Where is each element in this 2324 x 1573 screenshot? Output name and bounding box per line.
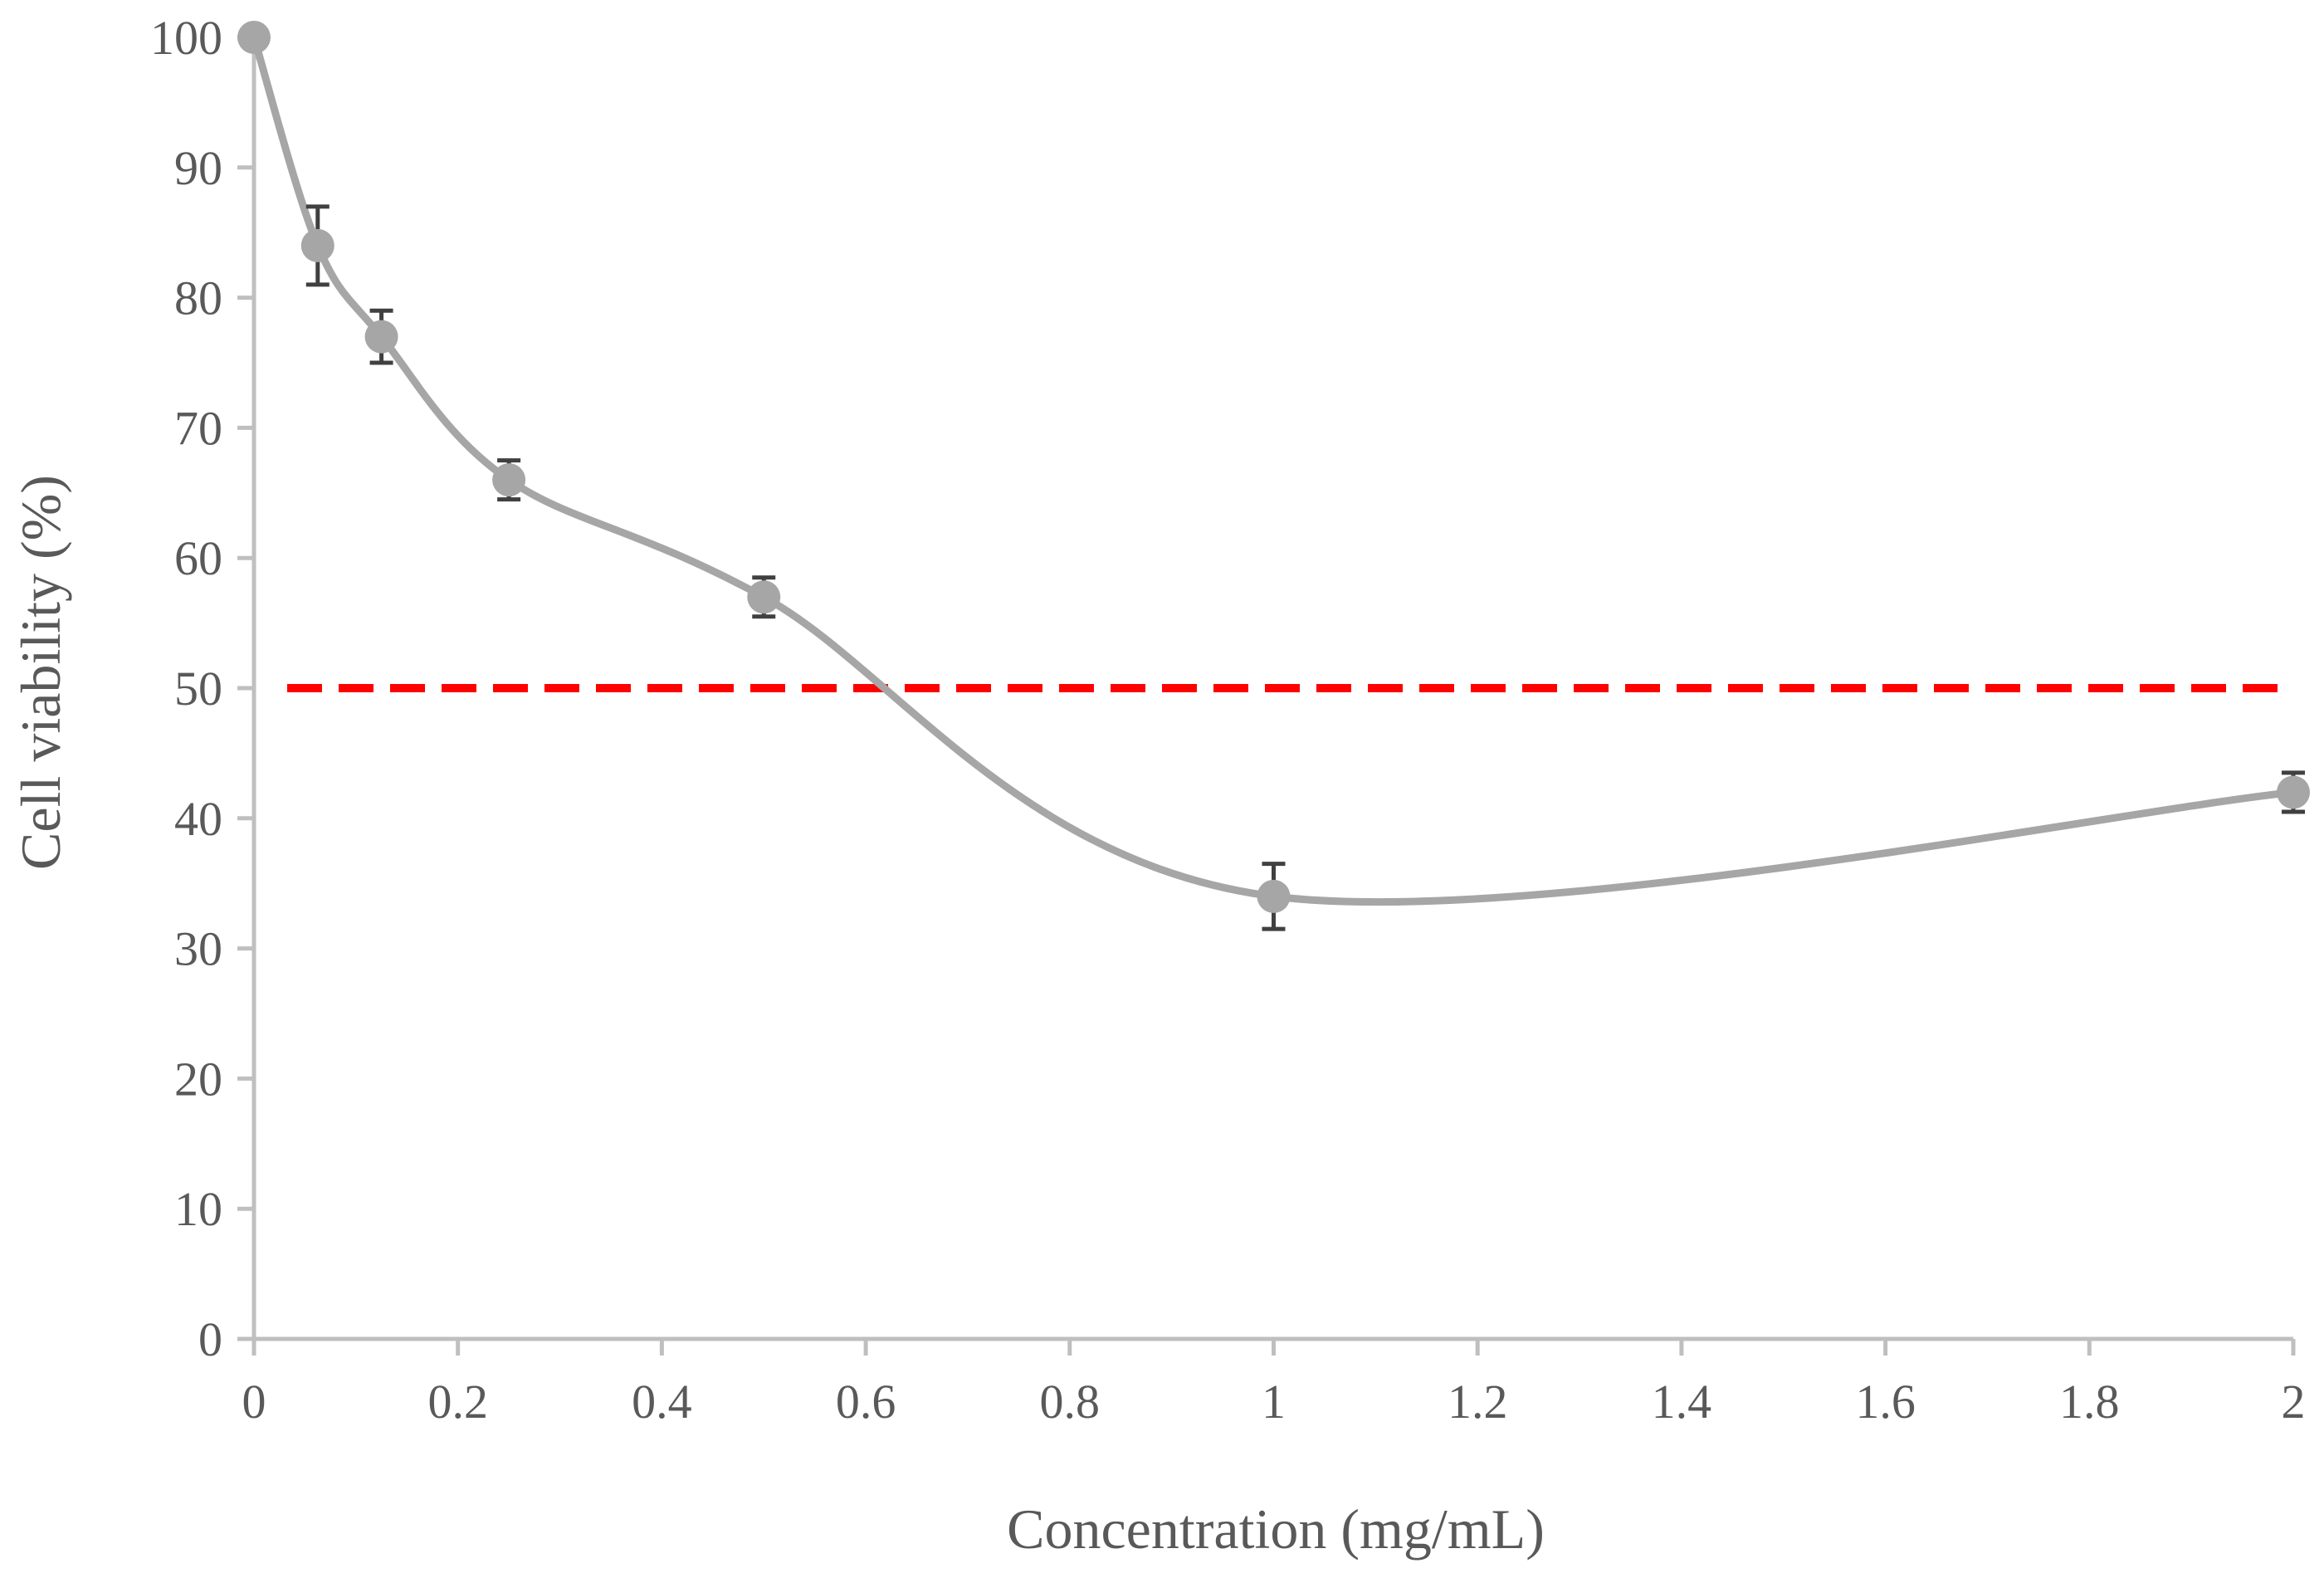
data-point: [364, 320, 398, 354]
y-tick-label: 60: [174, 531, 222, 585]
x-tick-label: 0.2: [427, 1375, 488, 1429]
x-tick-label: 1.8: [2059, 1375, 2120, 1429]
y-tick-label: 80: [174, 271, 222, 325]
y-tick-label: 10: [174, 1182, 222, 1236]
y-tick-label: 30: [174, 922, 222, 976]
x-tick-label: 1.6: [1855, 1375, 1916, 1429]
y-tick-label: 50: [174, 662, 222, 716]
series-line: [250, 33, 2297, 906]
y-tick-label: 20: [174, 1052, 222, 1106]
labels-layer: 0 10 20 30 40 50 60 70 80 90 100 0 0.2 0.4 0.6 0.8 1 1.2 1…: [150, 11, 2306, 1429]
axes-layer: [237, 35, 2296, 1356]
series-layer: [237, 21, 2310, 931]
data-point: [1257, 879, 1291, 913]
x-tick-label: 2: [2282, 1375, 2306, 1429]
y-tick-label: 100: [150, 11, 222, 65]
y-tick-label: 70: [174, 401, 222, 455]
data-point: [2277, 775, 2310, 809]
x-axis-title: Concentration (mg/mL): [1007, 1497, 1545, 1561]
data-point: [747, 580, 781, 614]
x-tick-label: 1.2: [1448, 1375, 1508, 1429]
data-point: [300, 228, 334, 262]
y-tick-label: 90: [174, 141, 222, 195]
x-tick-label: 1.4: [1652, 1375, 1712, 1429]
x-tick-label: 0: [242, 1375, 266, 1429]
y-axis-title: Cell viability (%): [9, 475, 72, 870]
x-tick-label: 0.6: [836, 1375, 896, 1429]
y-tick-label: 0: [198, 1312, 222, 1366]
x-tick-label: 0.8: [1040, 1375, 1101, 1429]
data-point: [492, 463, 526, 497]
x-tick-label: 0.4: [632, 1375, 692, 1429]
y-tick-label: 40: [174, 792, 222, 846]
x-tick-label: 1: [1262, 1375, 1286, 1429]
data-point: [237, 21, 271, 54]
